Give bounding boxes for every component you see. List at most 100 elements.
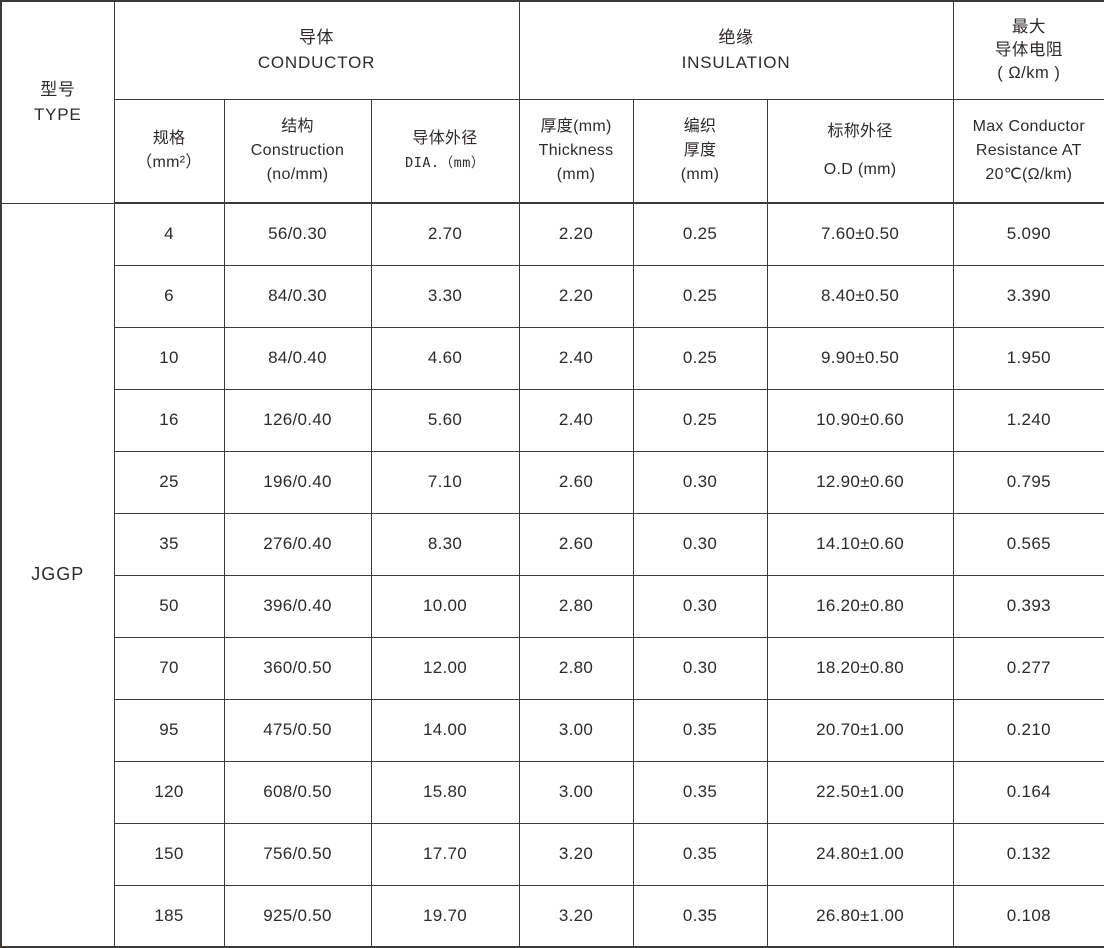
max-resistance-zh-line2: 导体电阻 — [994, 40, 1063, 59]
table-cell: 84/0.30 — [223, 264, 372, 328]
table-cell: 95 — [113, 698, 225, 762]
type-header-zh: 型号 — [40, 80, 76, 100]
header-line: Resistance AT — [975, 141, 1082, 159]
table-cell: 56/0.30 — [223, 202, 372, 266]
table-cell: 4.60 — [370, 326, 520, 390]
table-cell: 2.80 — [518, 574, 634, 638]
header-line: 20℃(Ω/km) — [985, 165, 1073, 183]
table-cell: 756/0.50 — [223, 822, 372, 886]
header-line: 结构 — [281, 117, 314, 135]
table-cell: 12.00 — [370, 636, 520, 700]
table-cell: 3.390 — [952, 264, 1104, 328]
col-header-od: 标称外径 O.D (mm) — [766, 98, 954, 204]
table-cell: 2.60 — [518, 512, 634, 576]
table-cell: 0.25 — [632, 388, 768, 452]
table-cell: 14.10±0.60 — [766, 512, 954, 576]
table-cell: 16 — [113, 388, 225, 452]
table-cell: 2.40 — [518, 326, 634, 390]
table-cell: 0.35 — [632, 884, 768, 948]
table-row: 185 925/0.50 19.70 3.20 0.35 26.80±1.00 0.108 — [1, 884, 1104, 948]
max-resistance-unit-line: ( Ω/km ) — [997, 63, 1061, 82]
table-cell: 24.80±1.00 — [766, 822, 954, 886]
table-cell: 5.60 — [370, 388, 520, 452]
table-cell: 925/0.50 — [223, 884, 372, 948]
table-cell: 0.35 — [632, 822, 768, 886]
header-line: DIA.（mm） — [405, 154, 485, 171]
header-line: (mm) — [680, 165, 720, 183]
table-cell: 50 — [113, 574, 225, 638]
table-cell: 0.35 — [632, 698, 768, 762]
table-row: 25 196/0.40 7.10 2.60 0.30 12.90±0.60 0.795 — [1, 450, 1104, 514]
header-line: (mm) — [556, 165, 596, 183]
header-line: （mm²） — [136, 153, 202, 171]
conductor-header-zh: 导体 — [299, 28, 335, 48]
table-cell: 8.40±0.50 — [766, 264, 954, 328]
table-cell: 7.60±0.50 — [766, 202, 954, 266]
col-header-construction: 结构 Construction (no/mm) — [223, 98, 372, 204]
table-cell: 10.00 — [370, 574, 520, 638]
col-header-thickness: 厚度(mm) Thickness (mm) — [518, 98, 634, 204]
table-cell: 2.70 — [370, 202, 520, 266]
table-cell: 0.30 — [632, 512, 768, 576]
table-cell: 3.30 — [370, 264, 520, 328]
table-cell: 20.70±1.00 — [766, 698, 954, 762]
table-row: 120 608/0.50 15.80 3.00 0.35 22.50±1.00 0.164 — [1, 760, 1104, 824]
col-header-dia: 导体外径 DIA.（mm） — [370, 98, 520, 204]
type-value-cell: JGGP — [0, 202, 115, 948]
header-line: Construction — [250, 141, 345, 159]
table-cell: 0.795 — [952, 450, 1104, 514]
table-cell: 2.60 — [518, 450, 634, 514]
table-cell: 8.30 — [370, 512, 520, 576]
table-cell: 6 — [113, 264, 225, 328]
header-line: 导体外径 — [412, 129, 478, 147]
table-row: JGGP 4 56/0.30 2.70 2.20 0.25 7.60±0.50 5.090 — [0, 202, 1104, 948]
table-cell: 10 — [113, 326, 225, 390]
table-row: 70 360/0.50 12.00 2.80 0.30 18.20±0.80 0.277 — [1, 636, 1104, 700]
type-column-header: 型号 TYPE — [0, 0, 115, 204]
table-cell: 0.108 — [952, 884, 1104, 948]
table-cell: 35 — [113, 512, 225, 576]
table-cell: 0.565 — [952, 512, 1104, 576]
table-cell: 18.20±0.80 — [766, 636, 954, 700]
table-cell: 150 — [113, 822, 225, 886]
table-cell: 0.25 — [632, 264, 768, 328]
table-cell: 0.35 — [632, 760, 768, 824]
table-row: 6 84/0.30 3.30 2.20 0.25 8.40±0.50 3.390 — [1, 264, 1104, 328]
table-row: 50 396/0.40 10.00 2.80 0.30 16.20±0.80 0.393 — [1, 574, 1104, 638]
table-cell: 0.164 — [952, 760, 1104, 824]
table-cell: 185 — [113, 884, 225, 948]
type-header-en: TYPE — [33, 105, 82, 125]
table-cell: 276/0.40 — [223, 512, 372, 576]
header-line: (no/mm) — [266, 165, 329, 183]
table-cell: 396/0.40 — [223, 574, 372, 638]
table-row: 16 126/0.40 5.60 2.40 0.25 10.90±0.60 1.240 — [1, 388, 1104, 452]
table-cell: 10.90±0.60 — [766, 388, 954, 452]
table-cell: 360/0.50 — [223, 636, 372, 700]
table-cell: 5.090 — [952, 202, 1104, 266]
table-cell: 1.950 — [952, 326, 1104, 390]
table-cell: 0.210 — [952, 698, 1104, 762]
group-header-row: 型号 TYPE 导体 CONDUCTOR 绝缘 INSULATION 最大 导体… — [0, 0, 1104, 204]
table-cell: 475/0.50 — [223, 698, 372, 762]
table-cell: 70 — [113, 636, 225, 700]
table-cell: 84/0.40 — [223, 326, 372, 390]
header-line: O.D (mm) — [823, 160, 897, 178]
header-line: 编织 — [683, 117, 717, 135]
col-header-max-resistance: Max Conductor Resistance AT 20℃(Ω/km) — [952, 98, 1104, 204]
header-line: 厚度(mm) — [540, 117, 612, 135]
insulation-header-zh: 绝缘 — [718, 28, 754, 48]
table-cell: 0.25 — [632, 202, 768, 266]
header-line: Max Conductor — [972, 117, 1086, 135]
table-cell: 2.80 — [518, 636, 634, 700]
header-line: Thickness — [538, 141, 614, 159]
table-cell: 3.20 — [518, 822, 634, 886]
table-row: 10 84/0.40 4.60 2.40 0.25 9.90±0.50 1.950 — [1, 326, 1104, 390]
table-cell: 2.20 — [518, 202, 634, 266]
table-cell: 12.90±0.60 — [766, 450, 954, 514]
table-cell: 17.70 — [370, 822, 520, 886]
conductor-header-en: CONDUCTOR — [257, 53, 376, 73]
table-cell: 608/0.50 — [223, 760, 372, 824]
table-cell: 9.90±0.50 — [766, 326, 954, 390]
table-cell: 0.30 — [632, 636, 768, 700]
